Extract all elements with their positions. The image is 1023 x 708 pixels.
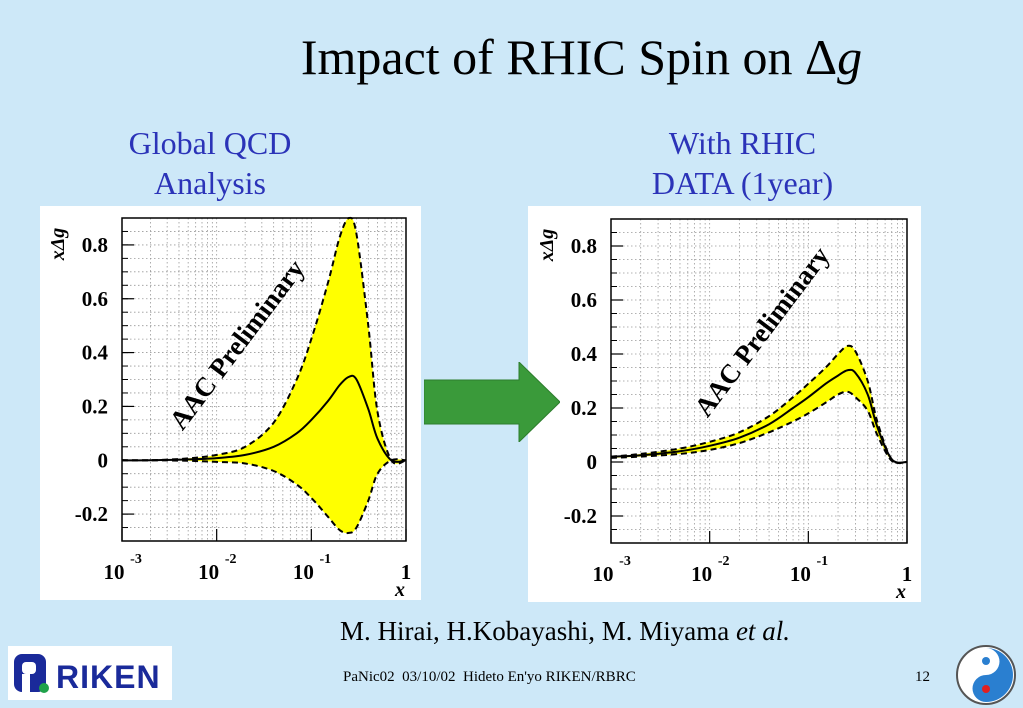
page-number: 12: [915, 669, 930, 685]
y-tick-label: -0.2: [564, 504, 597, 528]
svg-text:RIKEN: RIKEN: [56, 659, 161, 695]
x-tick-exponent: -3: [619, 554, 631, 569]
upper-bound-line: [610, 344, 908, 465]
y-tick-label: 0: [587, 450, 598, 474]
y-tick-label: 0.2: [82, 394, 108, 418]
right-arrow-icon: [424, 362, 560, 442]
right-caption-line2: DATA (1year): [651, 165, 834, 201]
y-axis-label: xΔg: [536, 229, 558, 263]
left-caption: Global QCD Analysis: [100, 123, 320, 203]
slide-title: Impact of RHIC Spin on Δg: [0, 28, 1023, 86]
right-caption: With RHIC DATA (1year): [620, 123, 865, 203]
emblem-icon: [956, 645, 1016, 705]
x-tick-exponent: -3: [130, 552, 142, 567]
authors-etal: et al.: [735, 616, 790, 646]
x-tick-exponent: -1: [319, 552, 331, 567]
x-axis-label: x: [394, 579, 405, 600]
y-tick-label: 0.6: [571, 288, 597, 312]
x-tick-exponent: -2: [718, 554, 730, 569]
x-axis-label: x: [895, 581, 906, 602]
x-tick-label: 10: [198, 560, 219, 584]
lower-bound-line: [121, 458, 407, 535]
authors-line: M. Hirai, H.Kobayashi, M. Miyama et al.: [340, 616, 790, 647]
left-caption-line2: Analysis: [154, 165, 266, 201]
left-chart-panel: 0.8 0.6 0.4 0.2 0 -0.2 10 -3 10 -2 10 -1 1 x xΔg AAC Pr…: [40, 206, 421, 600]
right-caption-line1: With RHIC: [668, 125, 817, 161]
title-italic-g: g: [837, 29, 863, 85]
x-tick-label: 1: [902, 562, 913, 586]
x-tick-label: 10: [790, 562, 811, 586]
uncertainty-band: [122, 217, 406, 534]
x-tick-label: 1: [401, 560, 412, 584]
central-line: [610, 368, 908, 464]
y-tick-label: 0.2: [571, 396, 597, 420]
x-tick-label: 10: [293, 560, 314, 584]
upper-bound-line: [121, 216, 407, 465]
y-axis-label: xΔg: [47, 228, 69, 262]
y-tick-label: 0.4: [82, 341, 109, 365]
x-tick-label: 10: [593, 562, 614, 586]
riken-logo: RIKEN: [8, 646, 172, 700]
y-tick-label: 0.4: [571, 342, 598, 366]
left-caption-line1: Global QCD: [128, 125, 292, 161]
x-tick-label: 10: [691, 562, 712, 586]
y-tick-label: 0.6: [82, 287, 108, 311]
authors-text: M. Hirai, H.Kobayashi, M. Miyama: [340, 616, 736, 646]
right-chart-panel: 0.8 0.6 0.4 0.2 0 -0.2 10 -3 10 -2 10 -1 1 x xΔg AAC Pr…: [528, 206, 921, 602]
x-tick-exponent: -2: [225, 552, 237, 567]
y-tick-label: 0.8: [571, 234, 597, 258]
y-tick-label: 0.8: [82, 233, 108, 257]
lower-bound-line: [610, 390, 908, 464]
riken-logo-icon: RIKEN: [14, 654, 161, 695]
central-line: [121, 374, 407, 463]
x-tick-label: 10: [104, 560, 125, 584]
y-tick-label: -0.2: [75, 502, 108, 526]
title-text: Impact of RHIC Spin on Δ: [300, 29, 838, 85]
y-tick-label: 0: [98, 448, 109, 472]
uncertainty-band: [611, 345, 907, 464]
x-tick-exponent: -1: [816, 554, 828, 569]
footer-text: PaNic02 03/10/02 Hideto En'yo RIKEN/RBRC: [343, 669, 636, 685]
